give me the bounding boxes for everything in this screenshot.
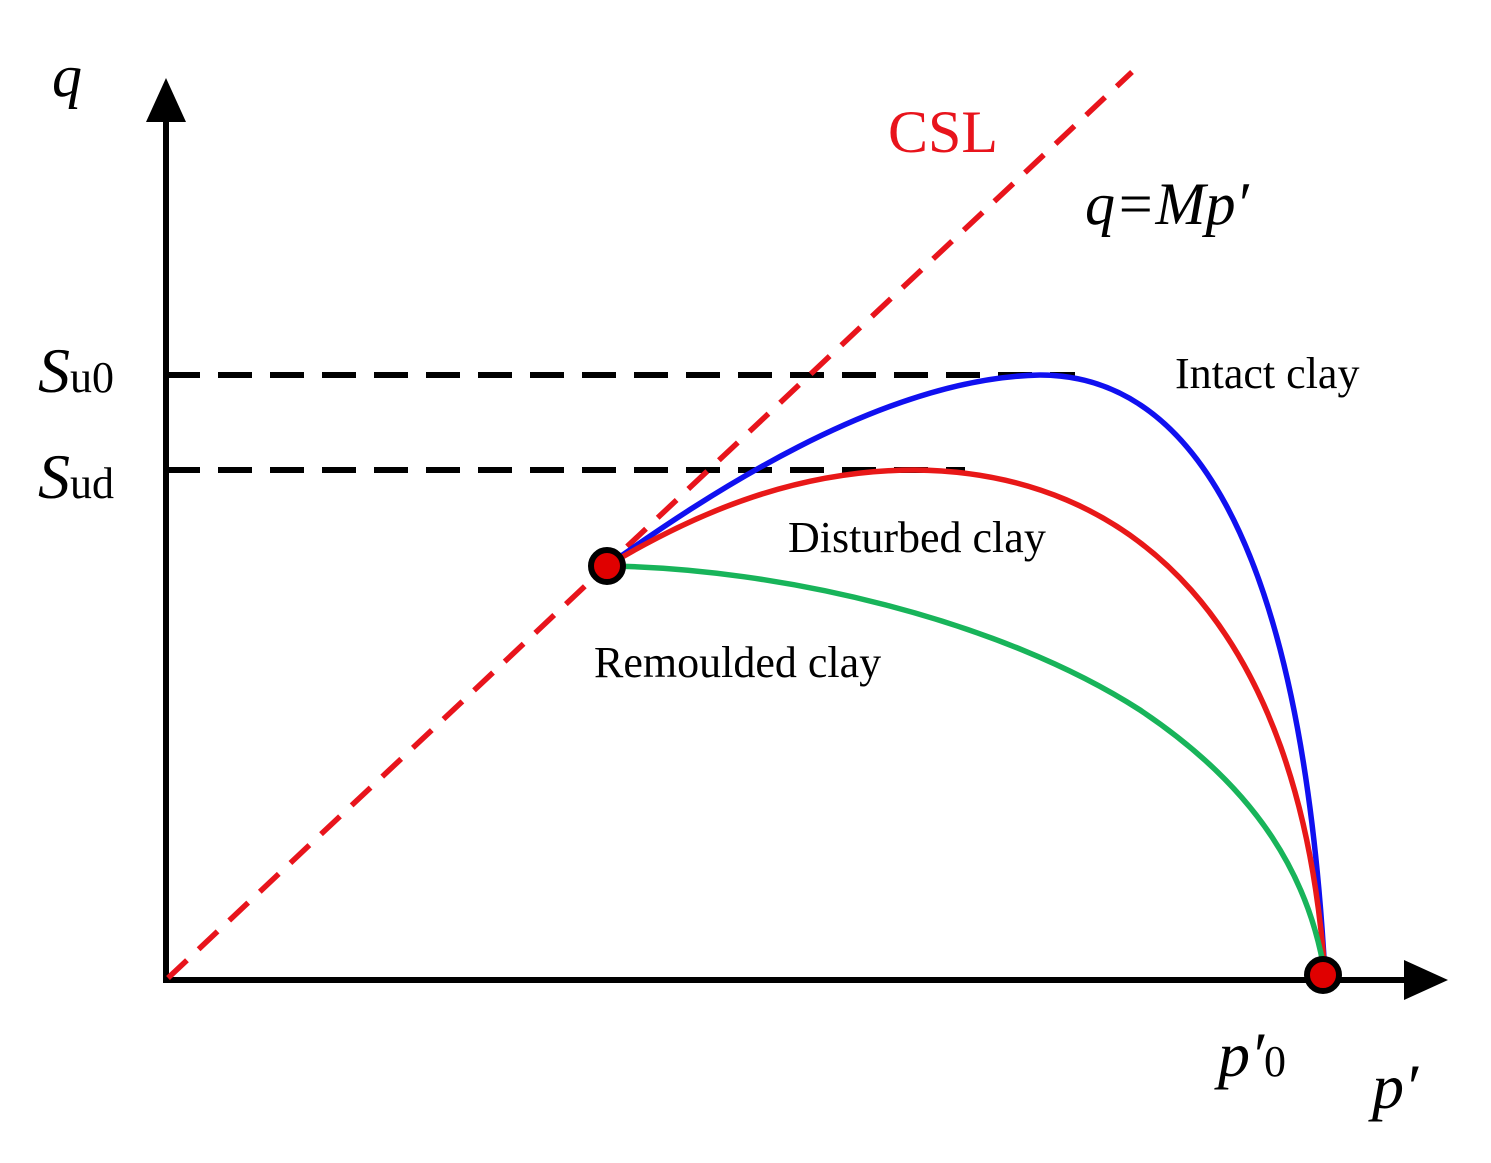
remoulded-clay-curve bbox=[606, 563, 1328, 976]
disturbed-clay-curve bbox=[605, 467, 1328, 976]
y-axis-label: q bbox=[52, 43, 82, 109]
x-axis-label: p′ bbox=[1368, 1051, 1419, 1122]
disturbed-clay-label: Disturbed clay bbox=[788, 513, 1046, 562]
sud-label: Sud bbox=[38, 441, 114, 512]
p0-label: p′0 bbox=[1214, 1019, 1286, 1090]
intact-clay-label: Intact clay bbox=[1175, 349, 1359, 398]
intact-clay-curve bbox=[605, 372, 1328, 976]
x-axis-arrowhead bbox=[1404, 960, 1448, 1000]
su0-label: Su0 bbox=[38, 335, 114, 406]
csl-line bbox=[166, 69, 1134, 981]
csl-intersection-point bbox=[588, 547, 626, 585]
csl-label: CSL bbox=[888, 99, 998, 165]
y-axis-arrowhead bbox=[146, 78, 186, 122]
remoulded-clay-label: Remoulded clay bbox=[594, 638, 881, 687]
p0-point bbox=[1304, 956, 1342, 994]
csl-equation: q=Mp′ bbox=[1085, 171, 1249, 237]
